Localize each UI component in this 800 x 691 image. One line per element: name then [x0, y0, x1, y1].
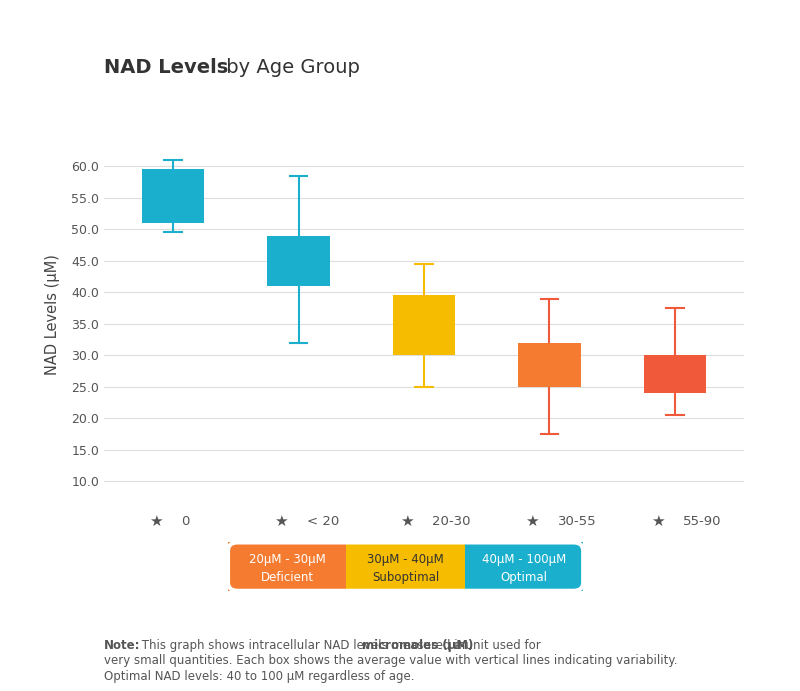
Text: 30-55: 30-55 [558, 515, 596, 528]
Text: Optimal: Optimal [501, 571, 547, 584]
Text: ★: ★ [149, 514, 162, 529]
Text: 0: 0 [181, 515, 190, 528]
Text: ★: ★ [650, 514, 664, 529]
Text: 40μM - 100μM: 40μM - 100μM [482, 553, 566, 566]
Text: Suboptimal: Suboptimal [372, 571, 439, 584]
Text: Age Group: Age Group [386, 559, 462, 574]
Text: ★: ★ [525, 514, 538, 529]
Text: Deficient: Deficient [261, 571, 314, 584]
Text: 30μM - 40μM: 30μM - 40μM [367, 553, 444, 566]
Text: 20μM - 30μM: 20μM - 30μM [249, 553, 326, 566]
Text: Optimal NAD levels: 40 to 100 μM regardless of age.: Optimal NAD levels: 40 to 100 μM regardl… [104, 670, 414, 683]
Bar [267, 236, 330, 286]
Text: very small quantities. Each box shows the average value with vertical lines indi: very small quantities. Each box shows th… [104, 654, 678, 668]
Text: , a unit used for: , a unit used for [447, 639, 541, 652]
Text: This graph shows intracellular NAD levels measured in: This graph shows intracellular NAD level… [138, 639, 469, 652]
Text: ★: ★ [274, 514, 288, 529]
Text: 55-90: 55-90 [683, 515, 722, 528]
Bar [518, 343, 581, 387]
Bar [142, 169, 204, 223]
Text: NAD Levels: NAD Levels [104, 57, 228, 77]
Bar [644, 355, 706, 393]
Y-axis label: NAD Levels (μM): NAD Levels (μM) [45, 254, 60, 375]
Text: < 20: < 20 [306, 515, 338, 528]
Text: ★: ★ [399, 514, 414, 529]
Text: micromoles (μM): micromoles (μM) [362, 639, 474, 652]
Text: 20-30: 20-30 [432, 515, 470, 528]
Text: Note:: Note: [104, 639, 141, 652]
Text: by Age Group: by Age Group [220, 57, 360, 77]
Bar [393, 296, 455, 355]
